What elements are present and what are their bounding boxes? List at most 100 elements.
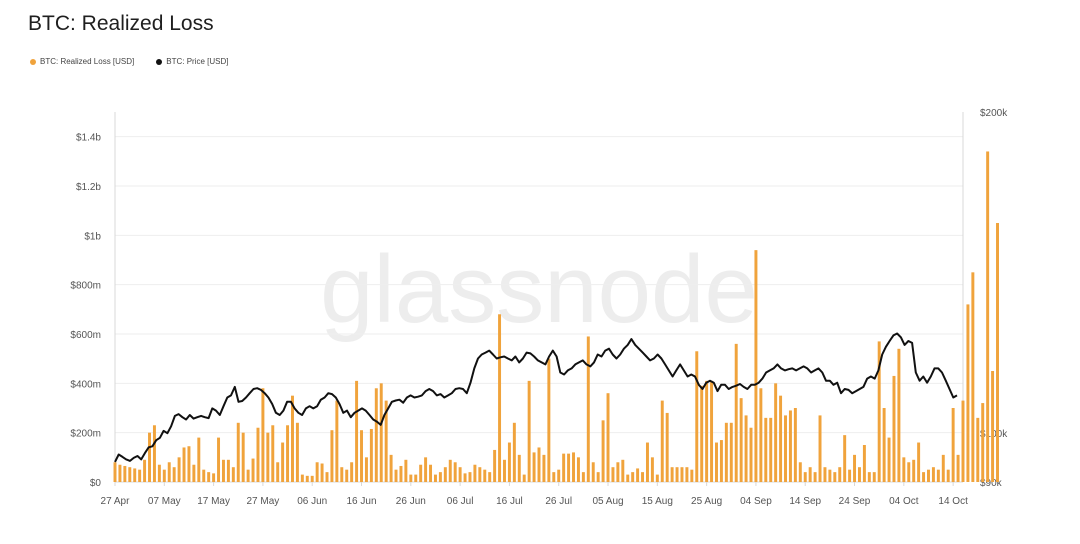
y-right-tick-label: $200k	[980, 108, 1008, 119]
loss-bar	[641, 472, 645, 482]
loss-bar	[670, 467, 674, 482]
x-tick-label: 25 Aug	[691, 496, 722, 507]
loss-bar	[705, 380, 709, 482]
loss-bar	[503, 459, 506, 482]
loss-bar	[320, 463, 324, 482]
chart-title: BTC: Realized Loss	[28, 12, 214, 35]
x-tick-label: 04 Oct	[889, 496, 919, 507]
x-tick-label: 26 Jun	[396, 496, 426, 507]
loss-bar	[246, 469, 250, 482]
loss-bar	[636, 468, 640, 482]
loss-bar	[276, 462, 280, 482]
loss-bar	[833, 472, 837, 482]
x-tick-label: 07 May	[148, 496, 181, 507]
loss-bar	[384, 400, 388, 482]
loss-bar	[788, 410, 792, 482]
loss-bar	[966, 304, 970, 482]
loss-bar	[236, 422, 240, 482]
loss-bar	[813, 472, 817, 482]
loss-bar	[399, 465, 403, 482]
x-tick-label: 16 Jul	[496, 496, 523, 507]
loss-bar	[133, 468, 137, 482]
loss-bar	[853, 454, 857, 482]
legend-label-loss: BTC: Realized Loss [USD]	[40, 57, 135, 66]
loss-bar	[473, 464, 477, 482]
loss-bar	[345, 469, 349, 482]
loss-bar	[616, 462, 620, 482]
loss-bar	[572, 452, 575, 482]
loss-bar	[286, 425, 290, 482]
loss-bar	[759, 388, 763, 482]
loss-bar	[818, 415, 822, 482]
loss-bar	[744, 415, 748, 482]
loss-bar	[576, 457, 580, 482]
loss-bar	[394, 469, 398, 482]
loss-bar	[123, 465, 127, 482]
loss-bar	[355, 380, 359, 482]
loss-bar	[162, 469, 166, 482]
loss-bar	[281, 442, 285, 482]
loss-bar	[655, 474, 659, 482]
loss-bar	[823, 467, 827, 482]
loss-bar	[719, 440, 723, 482]
loss-bar	[700, 385, 704, 482]
loss-bar	[522, 474, 526, 482]
loss-bar	[961, 400, 965, 482]
loss-bar	[872, 472, 876, 482]
loss-bar	[611, 467, 615, 482]
loss-bar	[542, 454, 546, 482]
loss-bar	[710, 380, 714, 482]
loss-bar	[665, 412, 669, 482]
loss-bar	[897, 348, 901, 482]
loss-bar	[507, 442, 511, 482]
watermark: glassnode	[320, 236, 758, 343]
loss-bar	[305, 475, 309, 482]
loss-bar	[448, 459, 452, 482]
loss-bar	[596, 472, 600, 482]
loss-bar	[266, 432, 270, 482]
y-left-tick-label: $1.4b	[76, 133, 101, 144]
loss-bar	[586, 336, 590, 482]
loss-bar	[207, 472, 211, 482]
loss-bar	[325, 472, 329, 482]
loss-bar	[271, 425, 275, 482]
loss-bar	[261, 388, 265, 482]
loss-bar	[729, 422, 733, 482]
loss-bar	[340, 467, 344, 482]
loss-bar	[976, 417, 980, 482]
loss-bar	[202, 469, 206, 482]
loss-bar	[695, 351, 699, 482]
loss-bar	[951, 408, 955, 482]
loss-bar	[591, 462, 595, 482]
legend-item-loss[interactable]: BTC: Realized Loss [USD]	[30, 57, 134, 66]
loss-bar	[803, 472, 807, 482]
x-tick-label: 06 Jul	[447, 496, 474, 507]
loss-bar	[369, 428, 373, 482]
loss-bar	[562, 453, 566, 482]
loss-bar	[167, 462, 171, 482]
loss-bar	[882, 408, 886, 482]
loss-bar	[922, 472, 926, 482]
loss-bar	[941, 454, 945, 482]
loss-bar	[912, 459, 916, 482]
loss-bar	[547, 358, 551, 482]
x-tick-label: 26 Jul	[545, 496, 572, 507]
loss-bar	[690, 469, 694, 482]
loss-bar	[808, 467, 812, 482]
loss-bar	[143, 459, 147, 482]
loss-bar	[177, 457, 181, 482]
y-right-tick-label: $100k	[980, 429, 1008, 440]
loss-bar	[291, 395, 294, 482]
loss-bar	[843, 435, 847, 482]
loss-bar	[379, 383, 383, 482]
loss-bar	[715, 442, 718, 482]
loss-bar	[192, 464, 196, 482]
loss-bar	[685, 467, 689, 482]
loss-bar	[621, 459, 625, 482]
loss-bar	[936, 469, 940, 482]
y-left-tick-label: $1b	[84, 231, 101, 242]
loss-bar	[458, 467, 462, 482]
legend-item-price[interactable]: BTC: Price [USD]	[156, 57, 229, 66]
loss-bar	[113, 462, 117, 482]
loss-bar	[734, 343, 738, 482]
